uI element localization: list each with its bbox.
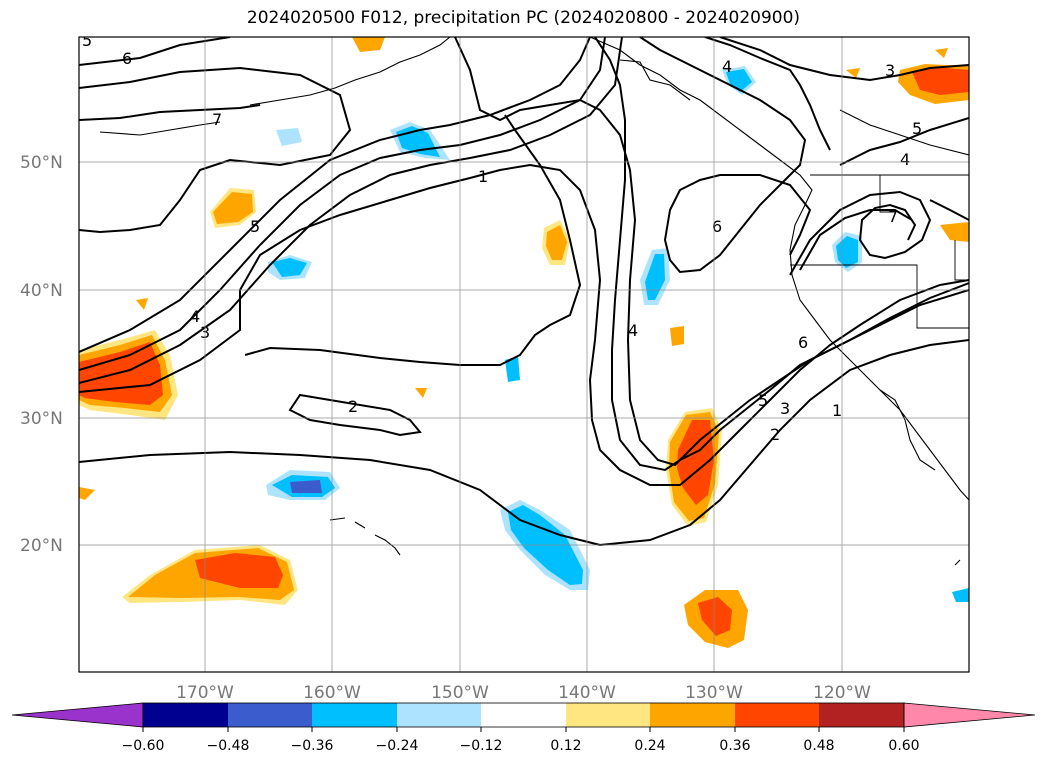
lat-label: 40°N xyxy=(20,281,63,301)
colorbar: −0.60 −0.48 −0.36 −0.24 −0.12 0.12 0.24 … xyxy=(11,702,1036,754)
colorbar-tick-label: −0.12 xyxy=(460,738,503,754)
contour-label: 2 xyxy=(348,397,358,416)
colorbar-segment xyxy=(735,703,819,727)
colorbar-segment xyxy=(397,703,481,727)
contour-label: 3 xyxy=(780,399,790,418)
longitude-labels: 170°W 160°W 150°W 140°W 130°W 120°W xyxy=(176,683,871,703)
contour-label: 5 xyxy=(82,31,92,50)
contour-label: 4 xyxy=(900,150,910,169)
colorbar-segment xyxy=(143,703,228,727)
contour-label: 6 xyxy=(122,49,132,68)
lat-label: 30°N xyxy=(20,409,63,429)
colorbar-extend-high xyxy=(903,702,1036,728)
colorbar-segment xyxy=(819,703,904,727)
lon-label: 140°W xyxy=(558,683,616,703)
lat-label: 20°N xyxy=(20,536,63,556)
colorbar-segment xyxy=(481,703,566,727)
colorbar-tick-label: 0.48 xyxy=(803,738,834,754)
colorbar-tick-label: −0.60 xyxy=(122,738,165,754)
contour-label: 1 xyxy=(832,401,842,420)
lon-label: 120°W xyxy=(813,683,871,703)
contour-label: 1 xyxy=(478,167,488,186)
map-title: 2024020500 F012, precipitation PC (20240… xyxy=(246,8,801,28)
contour-label: 3 xyxy=(885,61,895,80)
colorbar-tick-label: −0.36 xyxy=(291,738,334,754)
lon-label: 150°W xyxy=(431,683,489,703)
contour-label: 5 xyxy=(758,391,768,410)
contour-label: 5 xyxy=(912,119,922,138)
contour-label: 4 xyxy=(190,307,200,326)
contour-label: 7 xyxy=(212,110,222,129)
contour-label: 4 xyxy=(722,57,732,76)
boundaries xyxy=(790,174,969,329)
lon-label: 130°W xyxy=(685,683,743,703)
map-area: 6 7 5 4 3 1 2 6 4 5 3 2 1 6 3 5 4 4 7 5 xyxy=(79,31,969,672)
colorbar-tick-label: 0.60 xyxy=(888,738,919,754)
colorbar-tick-label: 0.36 xyxy=(719,738,750,754)
lon-label: 170°W xyxy=(176,683,234,703)
contour-lines xyxy=(79,37,969,547)
colorbar-tick-label: 0.12 xyxy=(550,738,581,754)
lon-label: 160°W xyxy=(303,683,361,703)
latitude-labels: 50°N 40°N 30°N 20°N xyxy=(20,153,63,556)
colorbar-segment xyxy=(312,703,397,727)
coastlines xyxy=(99,37,969,566)
colorbar-tick-label: 0.24 xyxy=(634,738,665,754)
map-frame xyxy=(78,36,970,673)
gridlines xyxy=(79,37,969,672)
colorbar-tick-label: −0.48 xyxy=(207,738,250,754)
colorbar-segment xyxy=(566,703,650,727)
contour-label: 2 xyxy=(770,425,780,444)
precip-shading xyxy=(79,37,969,648)
colorbar-segment xyxy=(650,703,735,727)
colorbar-tick-label: −0.24 xyxy=(376,738,419,754)
colorbar-segment xyxy=(228,703,312,727)
contour-label: 6 xyxy=(798,333,808,352)
contour-label: 6 xyxy=(712,217,722,236)
colorbar-extend-low xyxy=(11,702,144,728)
contour-label: 4 xyxy=(628,321,638,340)
contour-label: 5 xyxy=(250,217,260,236)
lat-label: 50°N xyxy=(20,153,63,173)
contour-label: 7 xyxy=(888,207,898,226)
